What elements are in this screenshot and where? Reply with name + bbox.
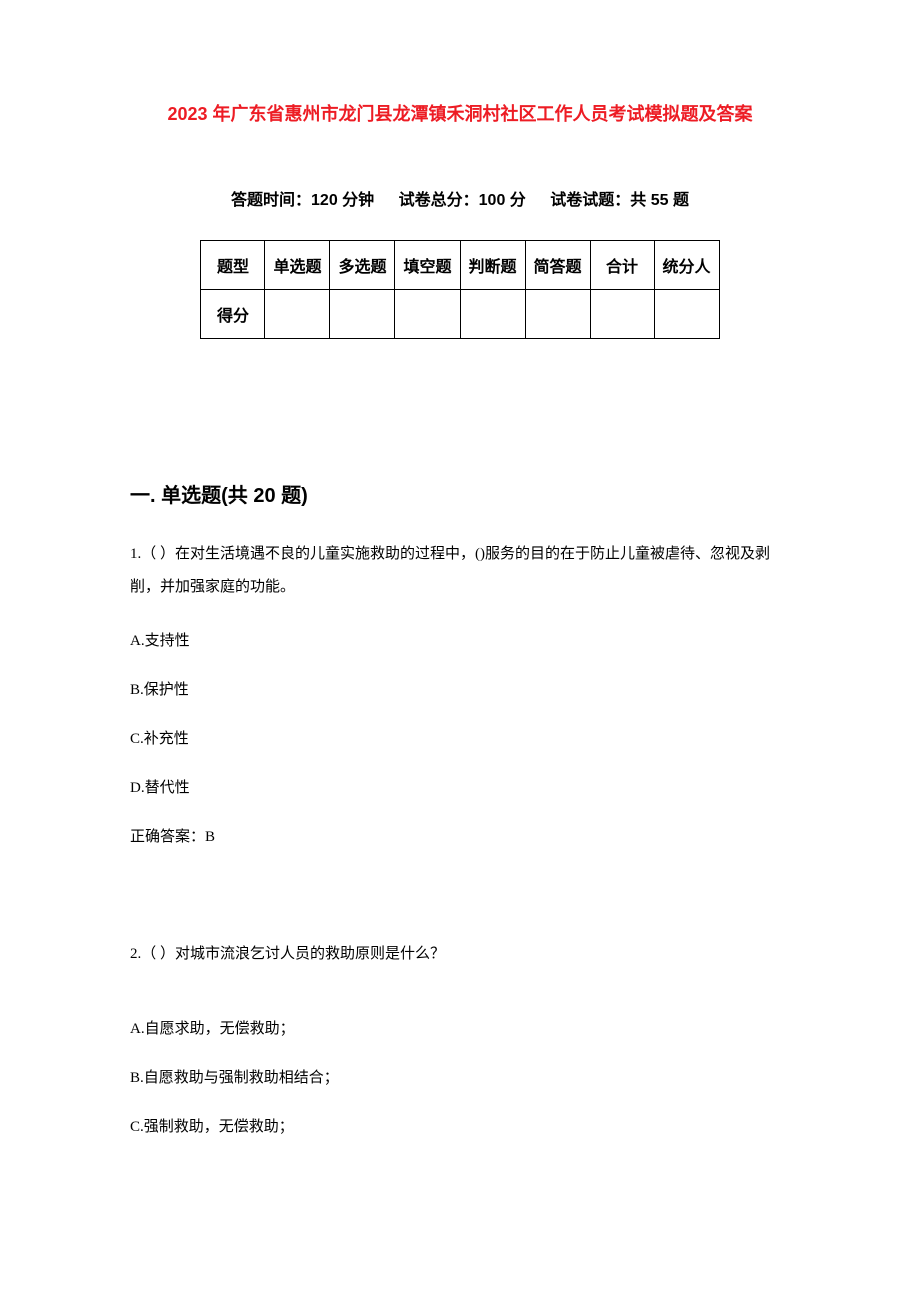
- question-2: 2.（ ）对城市流浪乞讨人员的救助原则是什么？ A.自愿求助，无偿救助； B.自…: [130, 941, 790, 1141]
- exam-time: 答题时间：120 分钟: [231, 192, 374, 209]
- question-text: 2.（ ）对城市流浪乞讨人员的救助原则是什么？: [130, 941, 790, 968]
- option-c: C.补充性: [130, 726, 790, 753]
- table-cell: [590, 290, 654, 339]
- correct-answer: 正确答案：B: [130, 824, 790, 851]
- option-a: A.自愿求助，无偿救助；: [130, 1016, 790, 1043]
- section-heading: 一. 单选题(共 20 题): [130, 479, 790, 508]
- table-row: 得分: [201, 290, 719, 339]
- score-table: 题型 单选题 多选题 填空题 判断题 简答题 合计 统分人 得分: [200, 240, 719, 339]
- table-row: 题型 单选题 多选题 填空题 判断题 简答题 合计 统分人: [201, 241, 719, 290]
- option-b: B.保护性: [130, 677, 790, 704]
- document-title: 2023 年广东省惠州市龙门县龙潭镇禾洞村社区工作人员考试模拟题及答案: [130, 100, 790, 126]
- option-c: C.强制救助，无偿救助；: [130, 1114, 790, 1141]
- table-header-cell: 填空题: [395, 241, 460, 290]
- exam-total: 试卷总分：100 分: [399, 192, 526, 209]
- table-cell: [460, 290, 525, 339]
- table-header-cell: 简答题: [525, 241, 590, 290]
- document-subtitle: 答题时间：120 分钟 试卷总分：100 分 试卷试题：共 55 题: [130, 186, 790, 210]
- table-header-cell: 多选题: [330, 241, 395, 290]
- table-cell: [654, 290, 719, 339]
- exam-count: 试卷试题：共 55 题: [550, 192, 689, 209]
- question-1: 1.（ ）在对生活境遇不良的儿童实施救助的过程中，()服务的目的在于防止儿童被虐…: [130, 538, 790, 851]
- table-header-cell: 单选题: [265, 241, 330, 290]
- table-cell: [525, 290, 590, 339]
- table-header-cell: 题型: [201, 241, 265, 290]
- table-cell: [395, 290, 460, 339]
- table-cell: [330, 290, 395, 339]
- option-a: A.支持性: [130, 628, 790, 655]
- table-cell: 得分: [201, 290, 265, 339]
- option-d: D.替代性: [130, 775, 790, 802]
- table-cell: [265, 290, 330, 339]
- question-text: 1.（ ）在对生活境遇不良的儿童实施救助的过程中，()服务的目的在于防止儿童被虐…: [130, 538, 790, 604]
- option-b: B.自愿救助与强制救助相结合；: [130, 1065, 790, 1092]
- table-header-cell: 判断题: [460, 241, 525, 290]
- table-header-cell: 统分人: [654, 241, 719, 290]
- table-header-cell: 合计: [590, 241, 654, 290]
